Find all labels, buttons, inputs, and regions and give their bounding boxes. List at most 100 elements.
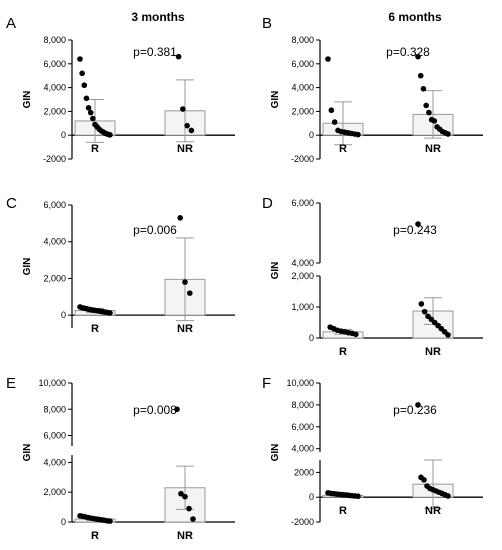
y-tick-label: 4,000 bbox=[43, 237, 66, 247]
p-value: p=0.381 bbox=[133, 45, 177, 59]
category-label-nr: NR bbox=[177, 530, 193, 542]
y-tick-label: 8,000 bbox=[291, 35, 314, 45]
data-point-nr bbox=[415, 402, 421, 408]
y-tick-label: 0 bbox=[61, 130, 66, 140]
y-tick-label: 4,000 bbox=[43, 83, 66, 93]
panel-f: F GIN p=0.236 -2000 0 2000 4,000 6,000 8,000 10,0… bbox=[262, 375, 483, 527]
data-point-nr bbox=[184, 122, 190, 129]
panel-letter: C bbox=[6, 195, 17, 212]
y-tick-label: -2000 bbox=[43, 154, 66, 164]
category-label-r: R bbox=[91, 530, 99, 542]
data-point-nr bbox=[421, 308, 428, 315]
data-point-r bbox=[107, 310, 113, 316]
data-point-nr bbox=[186, 505, 192, 512]
panel-letter: D bbox=[262, 195, 273, 212]
y-tick-label: 4,000 bbox=[291, 258, 314, 268]
column-title-3-months: 3 months bbox=[131, 10, 185, 24]
y-tick-label: 0 bbox=[61, 310, 66, 320]
y-tick-label: 2,000 bbox=[43, 106, 66, 116]
y-axis-label: GIN bbox=[22, 258, 33, 276]
data-point-nr bbox=[182, 279, 188, 285]
data-point-r bbox=[328, 107, 335, 114]
p-value: p=0.006 bbox=[133, 223, 177, 237]
p-value: p=0.008 bbox=[133, 403, 177, 417]
data-point-nr bbox=[431, 118, 438, 124]
category-label-r: R bbox=[339, 346, 347, 358]
data-point-nr bbox=[421, 477, 427, 483]
data-point-r bbox=[355, 493, 361, 500]
y-tick-label: 6,000 bbox=[43, 200, 66, 210]
data-point-nr bbox=[174, 406, 180, 413]
data-point-nr bbox=[187, 290, 193, 296]
y-tick-label: -2000 bbox=[291, 517, 314, 527]
y-tick-label: -2000 bbox=[291, 154, 314, 164]
data-point-nr bbox=[415, 221, 421, 227]
data-point-nr bbox=[445, 131, 451, 137]
y-tick-label: 2,000 bbox=[291, 271, 314, 281]
category-label-r: R bbox=[339, 505, 347, 517]
data-point-nr bbox=[420, 85, 427, 92]
y-tick-label: 8,000 bbox=[291, 400, 314, 410]
panel-letter: E bbox=[6, 375, 16, 392]
y-tick-label: 10,000 bbox=[38, 378, 66, 388]
data-point-r bbox=[107, 518, 113, 524]
y-axis-label: GIN bbox=[22, 91, 33, 109]
y-tick-label: 8,000 bbox=[43, 35, 66, 45]
data-point-nr bbox=[188, 127, 195, 134]
data-point-r bbox=[107, 132, 113, 138]
p-value: p=0.243 bbox=[393, 223, 437, 237]
y-tick-label: 1,000 bbox=[291, 302, 314, 312]
y-tick-label: 0 bbox=[309, 492, 314, 502]
panel-letter: F bbox=[262, 375, 271, 392]
y-tick-label: 4,000 bbox=[291, 444, 314, 454]
y-tick-label: 4,000 bbox=[43, 457, 66, 467]
panel-letter: B bbox=[262, 15, 272, 32]
y-tick-label: 2,000 bbox=[43, 487, 66, 497]
panels: A GIN p=0.381 -2000 0 2,000 4,000 6,000 8,000 R NR… bbox=[6, 15, 483, 542]
y-tick-label: 6,000 bbox=[291, 422, 314, 432]
y-tick-label: 0 bbox=[309, 130, 314, 140]
y-tick-label: 6,000 bbox=[291, 59, 314, 69]
panel-b: B GIN p=0.328 -2000 0 2,000 4,000 6,000 8,000 R NR bbox=[262, 15, 483, 164]
y-tick-label: 0 bbox=[309, 333, 314, 343]
y-tick-label: 4,000 bbox=[291, 83, 314, 93]
y-tick-label: 2000 bbox=[294, 467, 314, 477]
data-point-nr bbox=[445, 493, 451, 499]
data-point-r bbox=[83, 95, 90, 102]
panel-e: E GIN p=0.008 0 2,000 4,000 6,000 8,000 10,000 R N… bbox=[6, 375, 235, 542]
y-axis-label: GIN bbox=[22, 444, 33, 462]
category-label-r: R bbox=[91, 143, 99, 155]
category-label-r: R bbox=[91, 323, 99, 335]
p-value: p=0.236 bbox=[393, 403, 437, 417]
y-tick-label: 8,000 bbox=[43, 404, 66, 414]
data-point-r bbox=[331, 119, 338, 125]
data-point-nr bbox=[417, 72, 424, 79]
y-tick-label: 10,000 bbox=[286, 378, 314, 388]
y-axis-label: GIN bbox=[270, 91, 281, 109]
data-point-nr bbox=[178, 490, 184, 497]
data-point-r bbox=[90, 115, 96, 122]
data-point-nr bbox=[445, 332, 451, 338]
data-point-nr bbox=[190, 516, 196, 522]
category-label-nr: NR bbox=[425, 346, 441, 358]
category-label-nr: NR bbox=[425, 505, 441, 517]
column-title-6-months: 6 months bbox=[388, 10, 442, 24]
y-tick-label: 2,000 bbox=[43, 273, 66, 283]
data-point-nr bbox=[423, 102, 429, 109]
data-point-r bbox=[77, 56, 83, 62]
data-point-nr bbox=[426, 109, 432, 116]
y-tick-label: 6,000 bbox=[43, 59, 66, 69]
data-point-r bbox=[79, 70, 85, 77]
data-point-nr bbox=[177, 215, 183, 221]
data-point-r bbox=[85, 105, 92, 111]
y-axis-label: GIN bbox=[270, 262, 281, 280]
data-point-r bbox=[87, 109, 94, 116]
data-point-nr bbox=[418, 301, 425, 307]
category-label-nr: NR bbox=[425, 143, 441, 155]
y-tick-label: 0 bbox=[61, 517, 66, 527]
y-tick-label: 6,000 bbox=[43, 431, 66, 441]
data-point-nr bbox=[182, 493, 188, 500]
data-point-r bbox=[81, 82, 88, 89]
data-point-r bbox=[325, 56, 331, 62]
